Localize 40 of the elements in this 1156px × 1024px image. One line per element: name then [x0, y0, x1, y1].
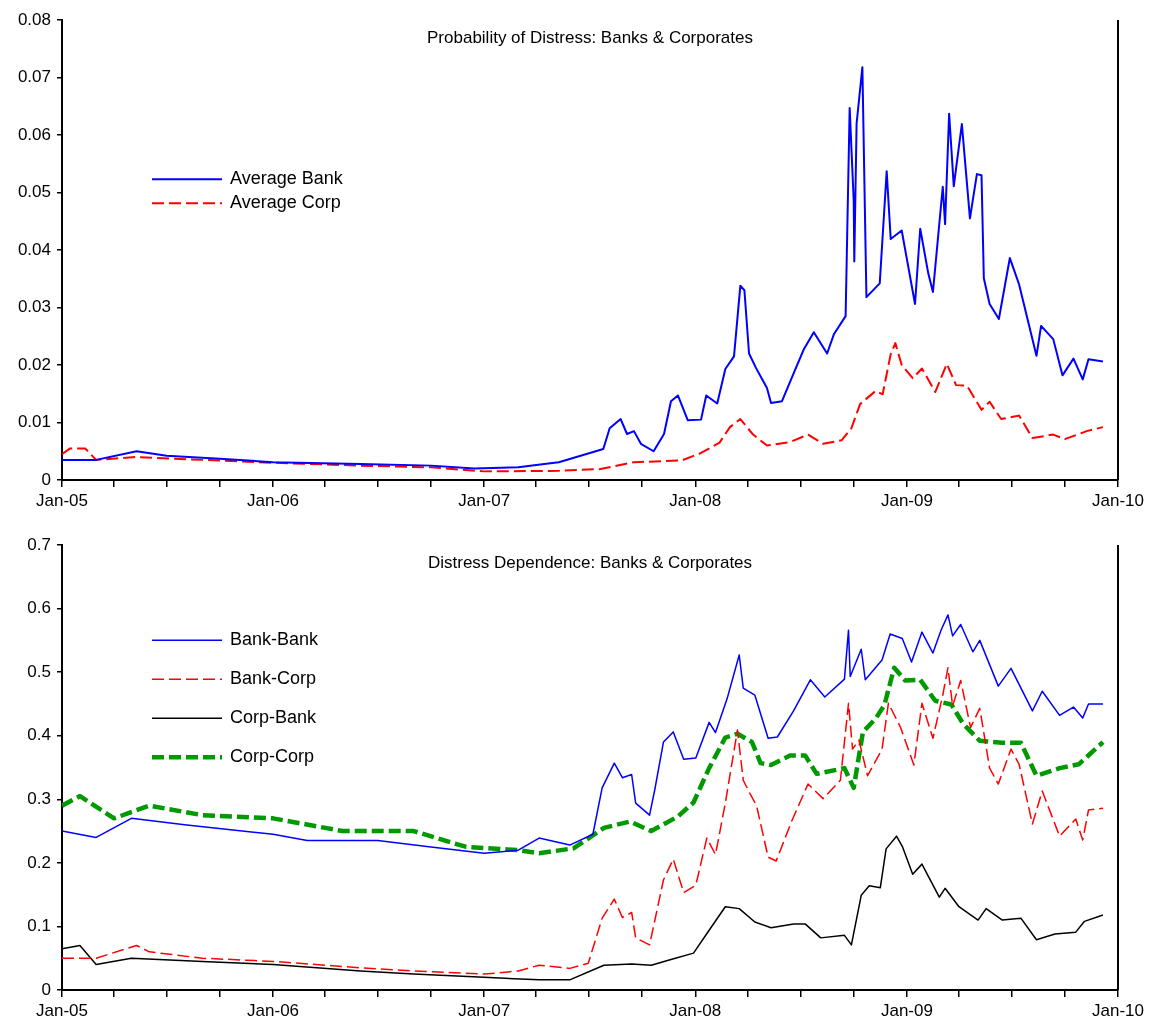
legend-label: Bank-Corp	[230, 668, 317, 689]
x-tick-label: Jan-07	[458, 1000, 511, 1020]
text: Probability of Distress: Banks & Corporates	[427, 28, 753, 48]
x-tick-label: Jan-09	[880, 1000, 933, 1020]
y-tick-label: 0.03	[17, 297, 51, 317]
y-tick-label: 0.5	[27, 661, 51, 681]
x-tick-label: Jan-06	[247, 1000, 300, 1020]
line-series	[62, 666, 1104, 975]
y-tick-label: 0.3	[27, 788, 51, 808]
x-tick-label: Jan-05	[36, 490, 88, 510]
line-series	[62, 665, 1106, 856]
y-tick-label: 0	[41, 979, 51, 999]
legend-label: Average Corp	[230, 192, 341, 213]
y-tick-label: 0.1	[27, 916, 51, 936]
legend-label: Corp-Corp	[230, 746, 315, 767]
x-tick-label: Jan-07	[458, 490, 511, 510]
y-tick-label: 0.02	[17, 354, 51, 374]
y-tick-label: 0.6	[27, 598, 51, 618]
text: Distress Dependence: Banks & Corporates	[427, 553, 753, 573]
x-tick-label: Jan-10	[1092, 1000, 1144, 1020]
x-tick-label: Jan-09	[880, 490, 933, 510]
y-tick-label: 0.07	[17, 67, 51, 87]
y-tick-label: 0.06	[17, 124, 51, 144]
y-tick-label: 0.08	[17, 9, 51, 29]
y-tick-label: 0.7	[27, 534, 51, 554]
x-tick-label: Jan-06	[247, 490, 300, 510]
x-tick-label: Jan-08	[669, 490, 722, 510]
legend-label: Bank-Bank	[230, 629, 320, 650]
x-tick-label: Jan-10	[1092, 490, 1144, 510]
x-tick-label: Jan-08	[669, 1000, 722, 1020]
x-tick-label: Jan-05	[36, 1000, 88, 1020]
y-tick-label: 0.01	[17, 412, 51, 432]
y-tick-label: 0.05	[17, 182, 51, 202]
line-series	[62, 342, 1104, 473]
y-tick-label: 0.04	[17, 239, 51, 259]
legend-label: Average Bank	[230, 168, 344, 189]
y-tick-label: 0.2	[27, 852, 51, 872]
y-tick-label: 0.4	[27, 725, 51, 745]
legend-label: Corp-Bank	[230, 707, 318, 728]
y-tick-label: 0	[41, 469, 51, 489]
